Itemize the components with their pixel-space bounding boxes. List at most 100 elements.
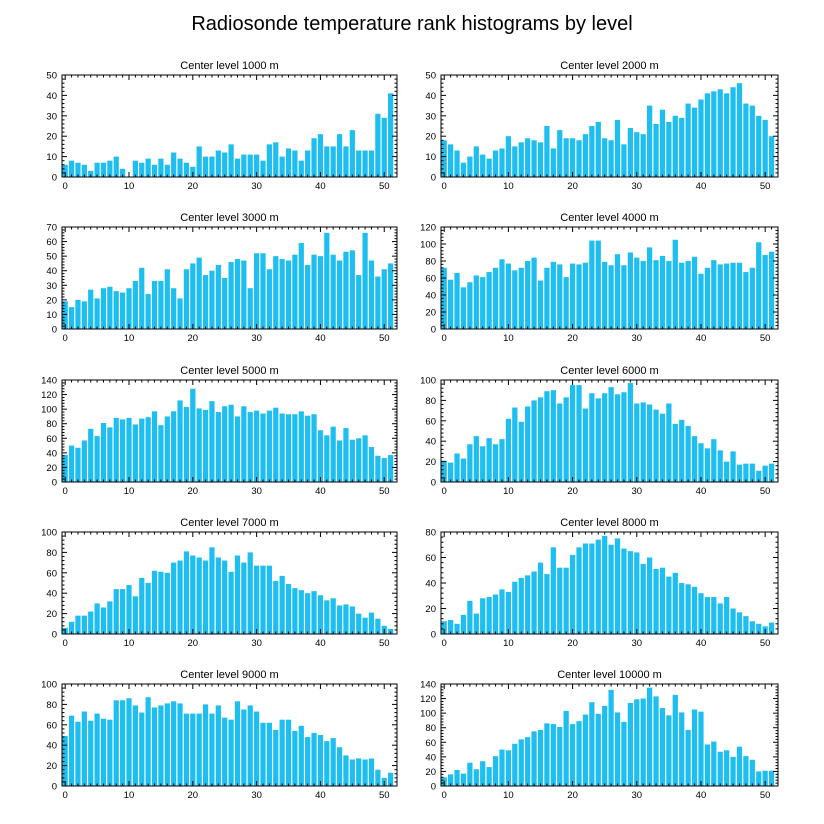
histogram-bar (177, 703, 183, 786)
histogram-bar (177, 560, 183, 634)
plot-frame (61, 74, 398, 178)
histogram-bar (724, 263, 730, 329)
histogram-bar (614, 119, 621, 177)
histogram-bar (139, 267, 145, 329)
histogram-bar (209, 401, 215, 482)
histogram-bar (241, 709, 247, 786)
x-tick-label: 30 (251, 638, 262, 649)
histogram-bar (254, 565, 260, 634)
histogram-bar (94, 603, 100, 634)
histogram-bar (743, 616, 749, 634)
histogram-bar (704, 93, 711, 177)
histogram-bar (196, 146, 202, 177)
x-tick-label: 40 (696, 638, 707, 649)
histogram-bar (614, 712, 621, 786)
histogram-bar (158, 571, 164, 634)
histogram-bar (492, 444, 499, 482)
histogram-bar (343, 428, 349, 482)
histogram-bar (525, 138, 531, 177)
histogram-bar (486, 272, 492, 329)
histogram-bar (640, 134, 646, 177)
histogram-bar (330, 254, 336, 329)
histogram-bar (640, 563, 646, 635)
histogram-bar (311, 732, 317, 786)
histogram-bar (254, 253, 260, 329)
histogram-bar (749, 621, 755, 634)
histogram-bar (460, 458, 467, 482)
histogram-bar (756, 242, 762, 329)
histogram-bar (756, 771, 762, 786)
histogram-bar (679, 712, 685, 786)
histogram-bar (285, 148, 292, 177)
x-tick-label: 20 (188, 638, 199, 649)
histogram-bar (388, 455, 394, 482)
histogram-bar (531, 140, 537, 177)
histogram-bar (298, 725, 304, 786)
histogram-bar (336, 605, 343, 634)
histogram-bar (569, 724, 576, 786)
histogram-bar (375, 769, 381, 786)
histogram-bar (285, 719, 292, 786)
histogram-bar (685, 103, 691, 177)
histogram-bar (717, 450, 723, 482)
histogram-bar (151, 707, 158, 786)
histogram-bar (100, 607, 107, 634)
histogram-bar (512, 146, 518, 177)
histogram-bar (691, 256, 698, 329)
x-tick-label: 50 (379, 333, 390, 344)
histogram-bar (589, 240, 595, 329)
x-tick-label: 40 (315, 486, 326, 497)
histogram-bar (190, 555, 196, 634)
histogram-bar (88, 289, 94, 329)
histogram-bar (646, 404, 653, 482)
histogram-bar (317, 430, 324, 482)
histogram-bar (215, 150, 221, 177)
histogram-bar (68, 715, 75, 786)
histogram-bar (317, 595, 324, 634)
histogram-bar (768, 463, 775, 482)
y-tick-label: 60 (425, 738, 436, 749)
histogram-bar (557, 726, 563, 786)
x-tick-label: 30 (251, 333, 262, 344)
histogram-bar (171, 152, 177, 177)
histogram-bar (512, 581, 518, 634)
histogram-bar (62, 164, 68, 177)
histogram-bar (375, 113, 381, 177)
histogram-bar (343, 604, 349, 634)
histogram-bar (589, 543, 595, 634)
histogram-bar (177, 400, 183, 482)
histogram-bar (349, 606, 355, 634)
histogram-bar (62, 455, 68, 482)
histogram-bar (279, 156, 285, 177)
histogram-bar (505, 263, 512, 329)
y-tick-label: 20 (46, 132, 57, 143)
x-tick-label: 0 (442, 181, 447, 192)
y-tick-label: 20 (46, 761, 57, 772)
histogram-bar (164, 416, 170, 482)
x-tick-label: 0 (63, 181, 68, 192)
histogram-bar (460, 773, 467, 786)
panel-title: Center level 10000 m (557, 669, 662, 681)
histogram-bar (94, 713, 100, 786)
histogram-bar (215, 264, 221, 329)
x-tick-label: 20 (188, 333, 199, 344)
x-tick-label: 10 (124, 638, 135, 649)
histogram-bar (349, 130, 355, 177)
histogram-bar (362, 435, 368, 482)
histogram-bar (292, 414, 298, 482)
y-tick-label: 0 (431, 782, 436, 793)
histogram-bar (659, 109, 666, 177)
histogram-bar (717, 603, 723, 634)
histogram-bar (659, 567, 666, 634)
histogram-bar (343, 251, 349, 329)
histogram-bar (94, 162, 100, 177)
histogram-bar (711, 597, 717, 634)
histogram-bar (646, 687, 653, 786)
x-tick-label: 40 (696, 181, 707, 192)
histogram-bar (234, 416, 241, 482)
panel-title: Center level 9000 m (180, 669, 278, 681)
histogram-bar (608, 140, 614, 177)
histogram-bar (62, 301, 68, 329)
histogram-bar (563, 397, 569, 482)
histogram-bar (190, 263, 196, 329)
